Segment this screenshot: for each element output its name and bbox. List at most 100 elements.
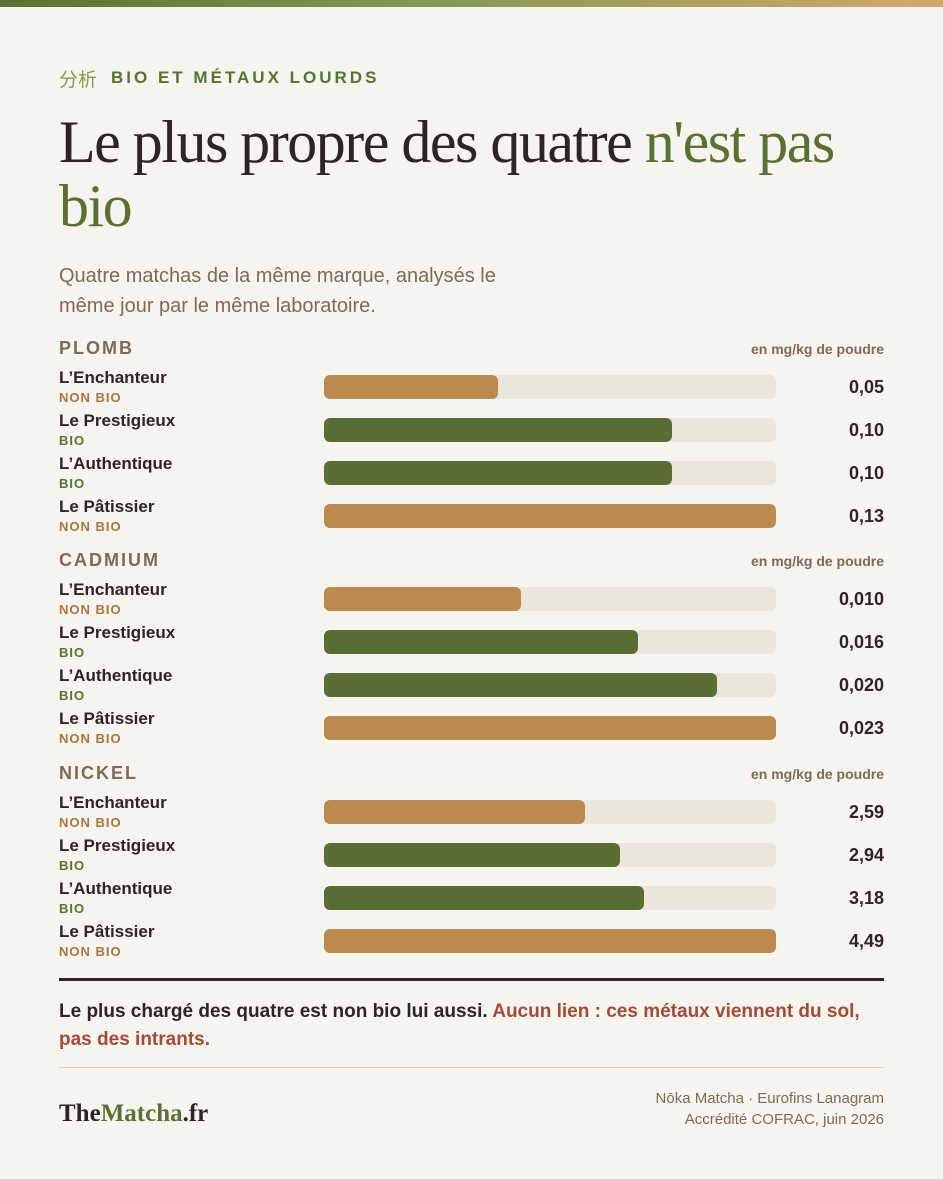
- logo-prefix: The: [59, 1100, 101, 1127]
- bar: [324, 461, 672, 485]
- source-line-1: Nōka Matcha · Eurofins Lanagram: [655, 1090, 884, 1107]
- eyebrow-kanji: 分析: [59, 68, 98, 91]
- bio-tag: BIO: [59, 901, 86, 916]
- value-label: 0,10: [848, 420, 884, 440]
- bar: [324, 587, 521, 611]
- value-label: 3,18: [848, 888, 884, 908]
- bar: [324, 375, 498, 399]
- section-unit: en mg/kg de poudre: [750, 341, 884, 357]
- value-label: 0,10: [848, 463, 884, 483]
- product-name: Le Pâtissier: [59, 922, 155, 941]
- bar-row: Le Prestigieux BIO 2,94: [59, 836, 884, 876]
- bar-row: Le Pâtissier NON BIO 4,49: [59, 922, 884, 962]
- bar-track: [324, 673, 776, 697]
- value-label: 0,023: [838, 718, 884, 738]
- source-credit: Nōka Matcha · Eurofins Lanagram Accrédit…: [656, 1088, 884, 1130]
- product-name: L’Enchanteur: [59, 793, 167, 812]
- bar-track: [324, 800, 776, 824]
- bar: [324, 673, 717, 697]
- source-line-2: Accrédité COFRAC, juin 2026: [684, 1111, 884, 1128]
- value-label: 2,94: [848, 845, 884, 865]
- bar-row: L’Authentique BIO 0,10: [59, 454, 884, 494]
- site-logo[interactable]: TheMatcha.fr: [59, 1100, 208, 1128]
- product-name: Le Prestigieux: [59, 836, 176, 855]
- subtitle: Quatre matchas de la même marque, analys…: [59, 265, 496, 317]
- title-highlight: n'est pas bio: [59, 109, 835, 239]
- bar: [324, 800, 585, 824]
- product-name: L’Authentique: [59, 666, 173, 685]
- divider-light: [59, 1067, 884, 1068]
- bar-track: [324, 630, 776, 654]
- product-name: Le Prestigieux: [59, 623, 176, 642]
- value-label: 2,59: [848, 802, 884, 822]
- bar-row: L’Enchanteur NON BIO 0,05: [59, 368, 884, 408]
- non-bio-tag: NON BIO: [59, 731, 122, 746]
- bar-track: [324, 716, 776, 740]
- product-name: L’Authentique: [59, 879, 173, 898]
- conclusion: Le plus chargé des quatre est non bio lu…: [59, 998, 884, 1054]
- bar-track: [324, 929, 776, 953]
- bar-row: L’Authentique BIO 0,020: [59, 666, 884, 706]
- logo-green: Matcha: [100, 1100, 183, 1127]
- conclusion-accent: Aucun lien : ces métaux viennent du sol,…: [59, 1001, 860, 1050]
- bar-track: [324, 375, 776, 399]
- bar: [324, 630, 638, 654]
- page-title: Le plus propre des quatre n'est pas bio: [59, 110, 899, 238]
- bar-row: Le Pâtissier NON BIO 0,13: [59, 497, 884, 537]
- conclusion-main: Le plus chargé des quatre est non bio lu…: [59, 1001, 493, 1022]
- bar-row: Le Pâtissier NON BIO 0,023: [59, 709, 884, 749]
- bar: [324, 418, 672, 442]
- bio-tag: BIO: [59, 858, 86, 873]
- value-label: 0,016: [838, 632, 884, 652]
- title-main: Le plus propre des quatre: [59, 109, 645, 175]
- logo-suffix: .fr: [182, 1100, 209, 1127]
- bio-tag: BIO: [59, 433, 86, 448]
- bar-track: [324, 886, 776, 910]
- divider-dark: [59, 978, 884, 981]
- non-bio-tag: NON BIO: [59, 815, 122, 830]
- value-label: 4,49: [848, 931, 884, 951]
- non-bio-tag: NON BIO: [59, 944, 122, 959]
- eyebrow-label: BIO ET MÉTAUX LOURDS: [111, 68, 380, 87]
- bar: [324, 504, 776, 528]
- bar: [324, 929, 776, 953]
- section-header: NICKEL en mg/kg de poudre: [59, 763, 884, 787]
- bio-tag: BIO: [59, 645, 86, 660]
- bar-row: L’Enchanteur NON BIO 0,010: [59, 580, 884, 620]
- eyebrow: 分析 BIO ET MÉTAUX LOURDS: [59, 66, 380, 91]
- value-label: 0,020: [838, 675, 884, 695]
- non-bio-tag: NON BIO: [59, 519, 122, 534]
- section-unit: en mg/kg de poudre: [750, 553, 884, 569]
- bar-track: [324, 461, 776, 485]
- product-name: L’Enchanteur: [59, 580, 167, 599]
- bar-row: Le Prestigieux BIO 0,10: [59, 411, 884, 451]
- non-bio-tag: NON BIO: [59, 602, 122, 617]
- bar-track: [324, 843, 776, 867]
- bar-row: Le Prestigieux BIO 0,016: [59, 623, 884, 663]
- bio-tag: BIO: [59, 476, 86, 491]
- bar-track: [324, 504, 776, 528]
- bar-track: [324, 587, 776, 611]
- section-title: NICKEL: [59, 763, 138, 783]
- bio-tag: BIO: [59, 688, 86, 703]
- top-gradient-bar: [0, 0, 943, 7]
- bar: [324, 716, 776, 740]
- product-name: Le Pâtissier: [59, 497, 155, 516]
- bar-track: [324, 418, 776, 442]
- section-header: CADMIUM en mg/kg de poudre: [59, 550, 884, 574]
- bar: [324, 843, 620, 867]
- non-bio-tag: NON BIO: [59, 390, 122, 405]
- product-name: Le Prestigieux: [59, 411, 176, 430]
- bar-row: L’Authentique BIO 3,18: [59, 879, 884, 919]
- section-header: PLOMB en mg/kg de poudre: [59, 338, 884, 362]
- section-title: PLOMB: [59, 338, 134, 358]
- product-name: Le Pâtissier: [59, 709, 155, 728]
- value-label: 0,13: [848, 506, 884, 526]
- product-name: L’Authentique: [59, 454, 173, 473]
- section-title: CADMIUM: [59, 550, 160, 570]
- bar-row: L’Enchanteur NON BIO 2,59: [59, 793, 884, 833]
- product-name: L’Enchanteur: [59, 368, 167, 387]
- value-label: 0,010: [838, 589, 884, 609]
- bar: [324, 886, 644, 910]
- value-label: 0,05: [848, 377, 884, 397]
